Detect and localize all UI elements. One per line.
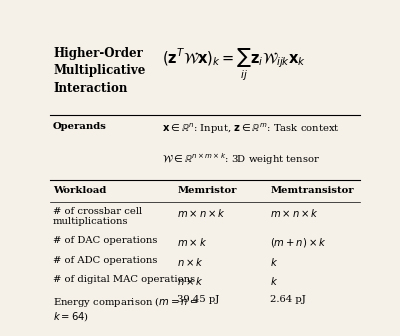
Text: Energy comparison ($m = n =$
$k = 64$): Energy comparison ($m = n =$ $k = 64$) bbox=[53, 295, 198, 324]
Text: 39.45 pJ: 39.45 pJ bbox=[177, 295, 220, 304]
Text: # of crossbar cell
multiplications: # of crossbar cell multiplications bbox=[53, 207, 142, 226]
Text: $(m + n) \times k$: $(m + n) \times k$ bbox=[270, 237, 327, 249]
Text: $m \times k$: $m \times k$ bbox=[177, 237, 207, 248]
Text: $k$: $k$ bbox=[270, 275, 278, 287]
Text: # of ADC operations: # of ADC operations bbox=[53, 256, 158, 265]
Text: $m \times n \times k$: $m \times n \times k$ bbox=[177, 207, 226, 219]
Text: Memristor: Memristor bbox=[177, 186, 237, 196]
Text: Higher-Order
Multiplicative
Interaction: Higher-Order Multiplicative Interaction bbox=[53, 47, 146, 95]
Text: 2.64 pJ: 2.64 pJ bbox=[270, 295, 306, 304]
Text: $\mathbf{x} \in \mathbb{R}^n$: Input, $\mathbf{z} \in \mathbb{R}^m$: Task contex: $\mathbf{x} \in \mathbb{R}^n$: Input, $\… bbox=[162, 122, 339, 136]
Text: $\mathcal{W} \in \mathbb{R}^{n\times m\times k}$: 3D weight tensor: $\mathcal{W} \in \mathbb{R}^{n\times m\t… bbox=[162, 152, 320, 167]
Text: Workload: Workload bbox=[53, 186, 106, 196]
Text: $m \times n \times k$: $m \times n \times k$ bbox=[270, 207, 319, 219]
Text: $(\mathbf{z}^T\mathcal{W}\mathbf{x})_k = \sum_{ij}\mathbf{z}_i\mathcal{W}_{ijk}\: $(\mathbf{z}^T\mathcal{W}\mathbf{x})_k =… bbox=[162, 47, 306, 83]
Text: $n \times k$: $n \times k$ bbox=[177, 275, 204, 287]
Text: Memtransistor: Memtransistor bbox=[270, 186, 354, 196]
Text: # of DAC operations: # of DAC operations bbox=[53, 237, 158, 245]
Text: # of digital MAC operations: # of digital MAC operations bbox=[53, 275, 195, 284]
Text: Operands: Operands bbox=[53, 122, 107, 131]
Text: $n \times k$: $n \times k$ bbox=[177, 256, 204, 268]
Text: $k$: $k$ bbox=[270, 256, 278, 268]
